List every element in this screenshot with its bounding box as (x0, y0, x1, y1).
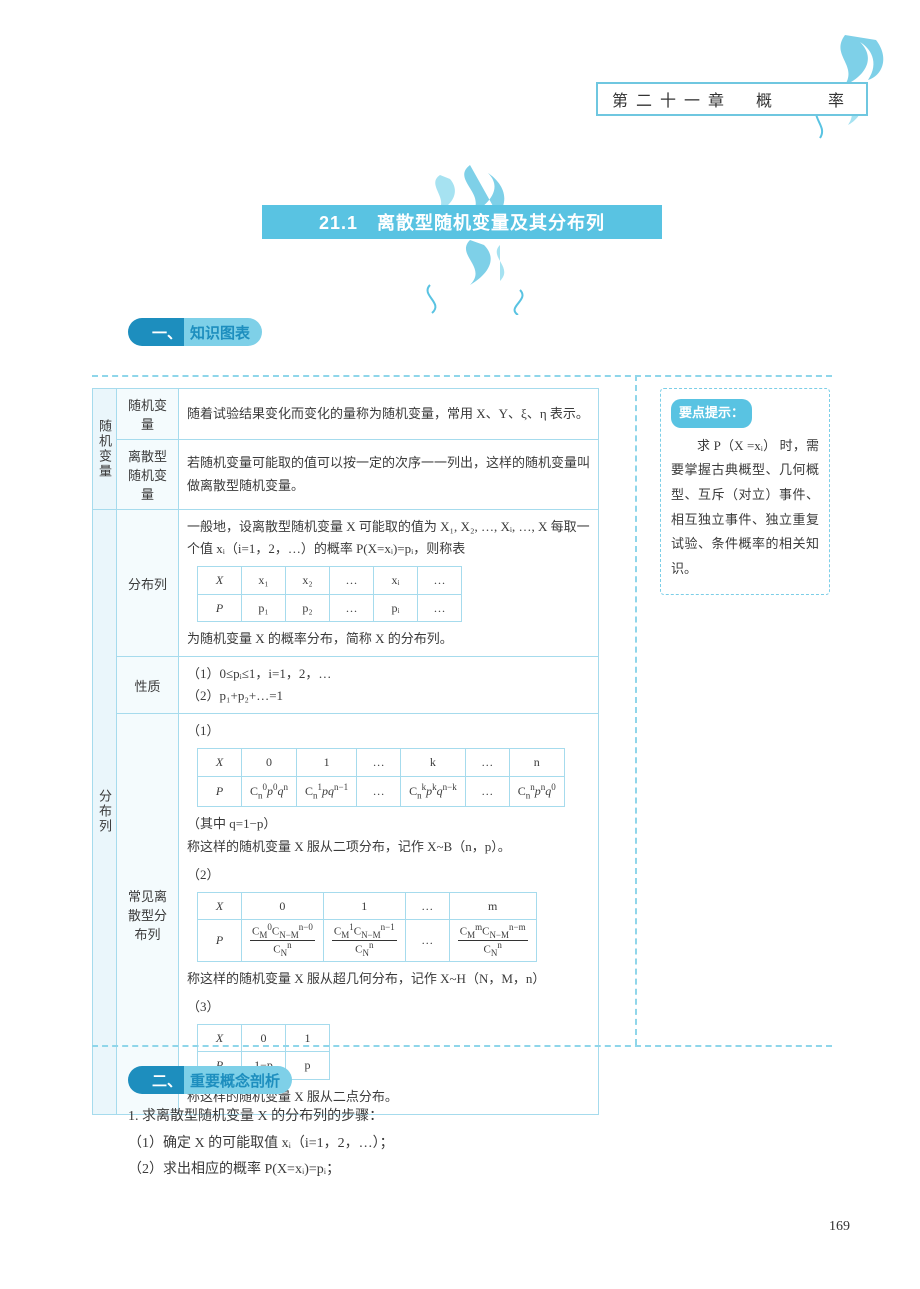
cell: 0 (242, 749, 297, 776)
cell: 1 (297, 749, 357, 776)
content-random-var: 随着试验结果变化而变化的量称为随机变量，常用 X、Y、ξ、η 表示。 (179, 389, 599, 440)
cell: p₂ (286, 594, 330, 621)
cell: X (198, 892, 242, 919)
section1-text: 知识图表 (184, 318, 262, 346)
cell: … (405, 920, 449, 962)
content-common-dists: （1） X 0 1 … k … n P Cn0p0qn Cn1pqn−1 … C… (179, 714, 599, 1115)
cell: CMmCN−Mn−mCNn (449, 920, 536, 962)
table-row: 常见离散型分布列 （1） X 0 1 … k … n P Cn0p0qn Cn1… (93, 714, 599, 1115)
section2-lead: 二、 (152, 1066, 184, 1094)
dashed-divider-vertical (635, 375, 637, 1045)
cell: 1 (286, 1024, 330, 1051)
table-row: 性质 （1）0≤pᵢ≤1，i=1，2，… （2）p₁+p₂+…=1 (93, 657, 599, 714)
cell: X (198, 567, 242, 594)
tip-box: 要点提示： 求 P（X =xᵢ） 时，需要掌握古典概型、几何概型、互斥（对立）事… (660, 388, 830, 595)
cell: X (198, 1024, 242, 1051)
cell: CM1CN−Mn−1CNn (323, 920, 405, 962)
cell: … (357, 776, 401, 807)
dist1-mid: （其中 q=1−p） (187, 813, 590, 835)
cell: … (418, 567, 462, 594)
cell: Cnkpkqn−k (401, 776, 466, 807)
dist1-label: （1） (187, 720, 590, 742)
cell: P (198, 776, 242, 807)
dist3-label: （3） (187, 996, 590, 1018)
inner-table-hypergeo: X 0 1 … m P CM0CN−Mn−0CNn CM1CN−Mn−1CNn … (197, 892, 537, 962)
cell: p₁ (242, 594, 286, 621)
tip-title: 要点提示： (671, 399, 752, 428)
cell: 0 (242, 892, 324, 919)
content-properties: （1）0≤pᵢ≤1，i=1，2，… （2）p₁+p₂+…=1 (179, 657, 599, 714)
section2-text: 重要概念剖析 (184, 1066, 292, 1094)
table-row: 分布列 分布列 一般地，设离散型随机变量 X 可能取的值为 X₁, X₂, …,… (93, 510, 599, 657)
section-heading-2: 二、 重要概念剖析 (128, 1066, 292, 1094)
dashed-divider-bottom (92, 1045, 832, 1047)
chapter-badge: 第二十一章 概 率 (596, 82, 868, 116)
cat-dist-list: 分布列 (117, 510, 179, 657)
cell: … (465, 749, 509, 776)
content-discrete: 若随机变量可能取的值可以按一定的次序一一列出，这样的随机变量叫做离散型随机变量。 (179, 440, 599, 510)
section-heading-1: 一、 知识图表 (128, 318, 262, 346)
analysis-line3: （2）求出相应的概率 P(X=xᵢ)=pᵢ； (128, 1157, 768, 1184)
group-distribution: 分布列 (93, 510, 117, 1115)
cell: P (198, 594, 242, 621)
cat-random-var: 随机变量 (117, 389, 179, 440)
cell: xᵢ (374, 567, 418, 594)
prop-line2: （2）p₁+p₂+…=1 (187, 685, 590, 707)
dist1-post: 称这样的随机变量 X 服从二项分布，记作 X~B（n，p）。 (187, 836, 590, 858)
dist2-post: 称这样的随机变量 X 服从超几何分布，记作 X~H（N，M，n） (187, 968, 590, 990)
cell: k (401, 749, 466, 776)
cell: x₂ (286, 567, 330, 594)
cell: Cnnpnq0 (509, 776, 564, 807)
cat-common-dists: 常见离散型分布列 (117, 714, 179, 1115)
inner-table-binomial: X 0 1 … k … n P Cn0p0qn Cn1pqn−1 … Cnkpk… (197, 748, 565, 807)
dashed-divider-top (92, 375, 832, 377)
cat-discrete: 离散型随机变量 (117, 440, 179, 510)
page-number: 169 (829, 1219, 850, 1235)
cell: 0 (242, 1024, 286, 1051)
tip-body: 求 P（X =xᵢ） 时，需要掌握古典概型、几何概型、互斥（对立）事件、相互独立… (671, 434, 819, 582)
dist-post-text: 为随机变量 X 的概率分布，简称 X 的分布列。 (187, 628, 590, 650)
cell: p (286, 1052, 330, 1079)
cell: m (449, 892, 536, 919)
cell: x₁ (242, 567, 286, 594)
group-random-variable: 随机变量 (93, 389, 117, 510)
analysis-line1: 1. 求离散型随机变量 X 的分布列的步骤： (128, 1104, 768, 1131)
cell: … (357, 749, 401, 776)
cell: … (330, 594, 374, 621)
cell: n (509, 749, 564, 776)
cell: … (405, 892, 449, 919)
content-dist-list: 一般地，设离散型随机变量 X 可能取的值为 X₁, X₂, …, Xᵢ, …, … (179, 510, 599, 657)
dist2-label: （2） (187, 864, 590, 886)
analysis-text: 1. 求离散型随机变量 X 的分布列的步骤： （1）确定 X 的可能取值 xᵢ（… (128, 1104, 768, 1184)
cell: … (418, 594, 462, 621)
table-row: 离散型随机变量 若随机变量可能取的值可以按一定的次序一一列出，这样的随机变量叫做… (93, 440, 599, 510)
cat-properties: 性质 (117, 657, 179, 714)
cell: … (330, 567, 374, 594)
prop-line1: （1）0≤pᵢ≤1，i=1，2，… (187, 663, 590, 685)
cell: CM0CN−Mn−0CNn (242, 920, 324, 962)
dist-pre-text: 一般地，设离散型随机变量 X 可能取的值为 X₁, X₂, …, Xᵢ, …, … (187, 516, 590, 560)
cell: … (465, 776, 509, 807)
knowledge-table: 随机变量 随机变量 随着试验结果变化而变化的量称为随机变量，常用 X、Y、ξ、η… (92, 388, 599, 1115)
section1-lead: 一、 (152, 318, 184, 346)
table-row: 随机变量 随机变量 随着试验结果变化而变化的量称为随机变量，常用 X、Y、ξ、η… (93, 389, 599, 440)
section-title-bar: 21.1 离散型随机变量及其分布列 (262, 205, 662, 239)
cell: P (198, 920, 242, 962)
cell: X (198, 749, 242, 776)
analysis-line2: （1）确定 X 的可能取值 xᵢ（i=1，2，…）； (128, 1131, 768, 1158)
inner-table-generic-dist: X x₁ x₂ … xᵢ … P p₁ p₂ … pᵢ … (197, 566, 462, 622)
cell: 1 (323, 892, 405, 919)
cell: Cn0p0qn (242, 776, 297, 807)
cell: pᵢ (374, 594, 418, 621)
cell: Cn1pqn−1 (297, 776, 357, 807)
